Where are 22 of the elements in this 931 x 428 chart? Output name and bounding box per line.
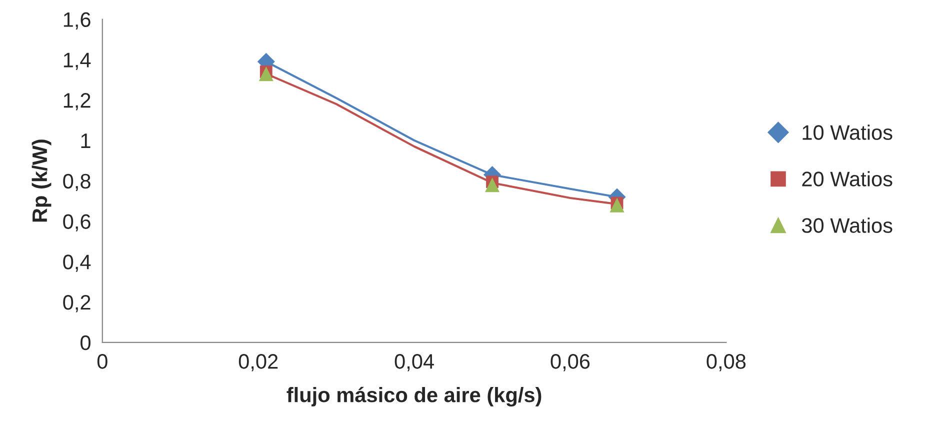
legend-label: 30 Watios [802, 218, 892, 233]
point [258, 66, 274, 82]
y-axis-title: Rp (k/W) [32, 140, 52, 222]
y-tick-label: 1,6 [64, 12, 90, 30]
x-tick-label: 0,06 [550, 354, 590, 372]
x-tick-label: 0,04 [394, 354, 434, 372]
y-tick-label: 0 [80, 335, 90, 350]
y-tick-label: 0,4 [63, 254, 91, 272]
y-tick-label: 0,2 [63, 295, 90, 312]
legend-label: 20 Watios [802, 171, 892, 186]
y-tick-label: 0,8 [63, 174, 90, 192]
x-axis-title: flujo másico de aire (kg/s) [286, 386, 542, 407]
y-tick-label: 1,4 [64, 52, 91, 70]
x-tick-label: 0,02 [238, 354, 278, 372]
point [484, 178, 500, 192]
y-tick-label: 0,6 [63, 214, 90, 232]
point [610, 198, 624, 212]
x-tick-label: 0,08 [706, 354, 746, 372]
legend-label: 10 Watios [802, 124, 892, 140]
x-tick-label: 0 [97, 354, 108, 369]
y-tick-label: 1,2 [64, 93, 90, 110]
y-tick-label: 1 [81, 134, 90, 148]
